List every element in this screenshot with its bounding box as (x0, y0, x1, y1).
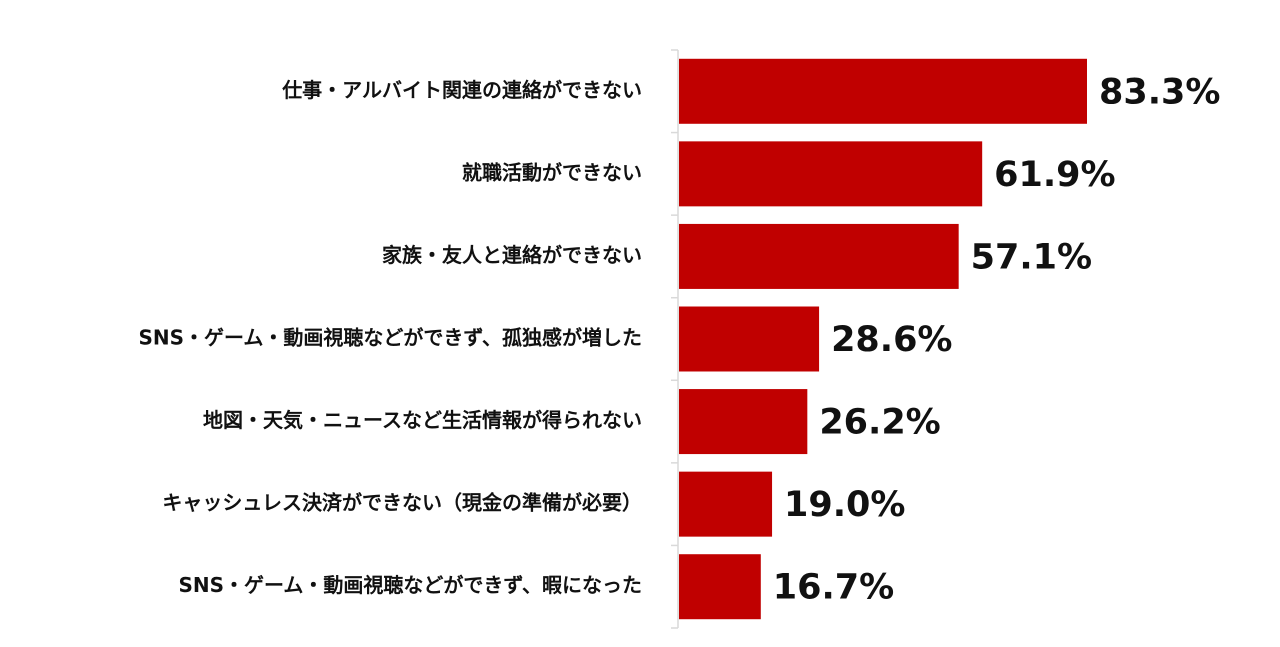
value-label: 61.9% (994, 155, 1115, 195)
category-label: 家族・友人と連絡ができない (382, 243, 642, 267)
bar (679, 471, 773, 537)
bar (679, 141, 983, 207)
bar (679, 554, 761, 620)
category-label: 就職活動ができない (462, 160, 642, 184)
value-label: 57.1% (971, 237, 1092, 277)
bar (679, 389, 808, 455)
category-label: SNS・ゲーム・動画視聴などができず、孤独感が増した (138, 326, 642, 350)
value-label: 83.3% (1099, 72, 1220, 112)
value-label: 16.7% (773, 568, 894, 608)
category-label: 地図・天気・ニュースなど生活情報が得られない (203, 408, 642, 432)
category-label: SNS・ゲーム・動画視聴などができず、暇になった (178, 573, 642, 597)
value-label: 26.2% (819, 403, 940, 443)
category-label: 仕事・アルバイト関連の連絡ができない (281, 78, 642, 102)
value-label: 28.6% (831, 320, 952, 360)
bar (679, 58, 1087, 124)
bar (679, 306, 820, 372)
bar (679, 223, 959, 289)
category-label: キャッシュレス決済ができない（現金の準備が必要） (162, 491, 642, 515)
value-label: 19.0% (784, 485, 905, 525)
